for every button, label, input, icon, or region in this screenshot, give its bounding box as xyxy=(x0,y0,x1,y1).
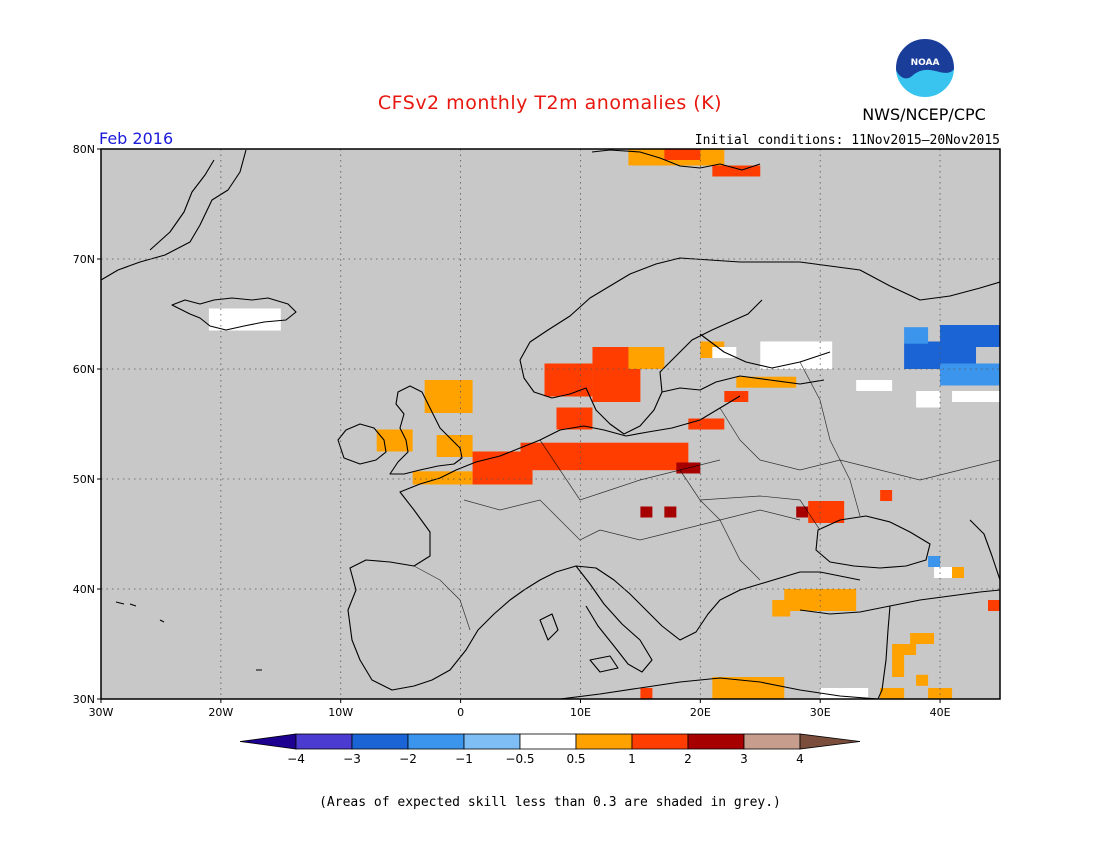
y-tick-label: 40N xyxy=(73,583,95,596)
legend-swatch xyxy=(743,733,801,750)
x-tick-label: 0 xyxy=(457,706,464,719)
legend-arrow-high xyxy=(799,733,861,750)
legend-tick-label: −0.5 xyxy=(505,752,534,766)
x-tick-label: 10E xyxy=(570,706,591,719)
anomaly-cell xyxy=(208,308,281,331)
x-tick-label: 20E xyxy=(690,706,711,719)
anomaly-cell xyxy=(952,391,1000,402)
x-tick-label: 10W xyxy=(328,706,353,719)
y-tick-label: 50N xyxy=(73,473,95,486)
anomaly-cell xyxy=(910,633,935,644)
anomaly-cell xyxy=(916,674,929,686)
anomaly-cell xyxy=(796,506,809,518)
graticule xyxy=(101,149,1000,699)
legend-swatch xyxy=(351,733,409,750)
anomaly-cell xyxy=(544,363,593,397)
legend-tick-label: 2 xyxy=(684,752,692,766)
anomaly-cell xyxy=(712,165,761,177)
anomaly-cell xyxy=(856,380,893,391)
x-tick-label: 40E xyxy=(930,706,951,719)
legend-swatch xyxy=(575,733,633,750)
anomaly-cell xyxy=(940,363,1000,386)
anomaly-cell xyxy=(904,327,929,344)
legend-tick-label: 1 xyxy=(628,752,636,766)
anomaly-cell xyxy=(664,506,677,518)
logo-text: NOAA xyxy=(911,58,940,68)
map-frame xyxy=(100,148,1001,700)
legend-swatch xyxy=(407,733,465,750)
initial-conditions-label: Initial conditions: 11Nov2015–20Nov2015 xyxy=(695,133,1000,148)
anomaly-cell xyxy=(952,567,965,578)
y-tick-label: 70N xyxy=(73,253,95,266)
legend-tick-label: 0.5 xyxy=(566,752,585,766)
anomaly-cell xyxy=(664,149,701,160)
map-background xyxy=(101,149,1000,699)
legend-swatch xyxy=(463,733,521,750)
anomaly-cell xyxy=(820,688,869,699)
anomaly-cell xyxy=(436,435,473,457)
x-tick-label: 30W xyxy=(89,706,114,719)
legend-tick-label: −3 xyxy=(343,752,361,766)
anomaly-cell xyxy=(928,556,941,567)
country-borders xyxy=(413,361,1000,631)
color-legend xyxy=(239,733,861,750)
anomaly-cell xyxy=(940,325,1000,347)
anomaly-cell xyxy=(724,391,749,402)
skill-footnote: (Areas of expected skill less than 0.3 a… xyxy=(319,795,781,810)
y-tick-label: 30N xyxy=(73,693,95,706)
y-axis-ticks: 30N 40N 50N 60N 70N 80N xyxy=(73,143,101,706)
legend-arrow-low xyxy=(239,733,297,750)
legend-tick-label: −2 xyxy=(399,752,417,766)
anomaly-cell xyxy=(892,644,917,655)
legend-tick-label: 3 xyxy=(740,752,748,766)
anomaly-cell xyxy=(916,391,941,408)
x-tick-label: 20W xyxy=(208,706,233,719)
anomaly-cell xyxy=(424,380,473,413)
anomaly-cell xyxy=(640,506,653,518)
coastlines xyxy=(101,149,1000,699)
y-tick-label: 80N xyxy=(73,143,95,156)
y-tick-label: 60N xyxy=(73,363,95,376)
color-legend-ticks: −4 −3 −2 −1 −0.5 0.5 1 2 3 4 xyxy=(287,752,804,766)
noaa-logo: NOAA xyxy=(894,37,956,99)
anomaly-cell xyxy=(772,600,791,617)
valid-month-label: Feb 2016 xyxy=(99,129,173,148)
legend-swatch xyxy=(631,733,689,750)
anomaly-cell xyxy=(892,655,905,677)
legend-swatch xyxy=(519,733,577,750)
x-tick-label: 30E xyxy=(810,706,831,719)
anomaly-cell xyxy=(736,376,797,388)
anomaly-cell xyxy=(988,600,1000,611)
anomaly-cell xyxy=(688,418,725,430)
legend-swatch xyxy=(687,733,745,750)
anomaly-cell xyxy=(556,407,593,430)
anomaly-cell xyxy=(412,471,473,485)
legend-swatch xyxy=(295,733,353,750)
x-axis-ticks: 30W 20W 10W 0 10E 20E 30E 40E xyxy=(89,699,951,719)
legend-tick-label: −1 xyxy=(455,752,473,766)
legend-tick-label: 4 xyxy=(796,752,804,766)
anomaly-cell xyxy=(934,567,953,578)
anomaly-cell xyxy=(880,490,893,501)
anomaly-cell xyxy=(640,688,653,699)
anomaly-cell xyxy=(712,677,785,699)
anomaly-cell xyxy=(628,347,665,369)
figure-title: CFSv2 monthly T2m anomalies (K) xyxy=(378,92,722,114)
organization-label: NWS/NCEP/CPC xyxy=(862,105,986,124)
anomaly-cell xyxy=(520,442,689,471)
legend-tick-label: −4 xyxy=(287,752,305,766)
anomaly-cell xyxy=(880,688,905,699)
anomaly-cell xyxy=(808,501,845,523)
